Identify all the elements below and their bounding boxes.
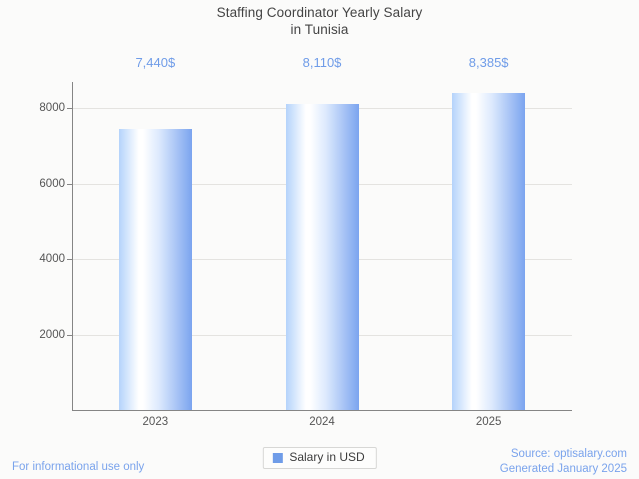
bar-2023[interactable] (118, 129, 192, 410)
source-block: Source: optisalary.com Generated January… (500, 447, 627, 476)
source-text: Source: optisalary.com (510, 448, 627, 460)
bar-2024[interactable] (285, 103, 359, 410)
legend-swatch-icon (272, 452, 283, 463)
value-label-2024: 8,110$ (302, 55, 342, 70)
chart-title: Staffing Coordinator Yearly Salary in Tu… (0, 4, 639, 38)
disclaimer-text: For informational use only (12, 461, 145, 473)
y-axis-tick-label: 8000 (39, 102, 65, 114)
x-axis-label-2025: 2025 (475, 416, 502, 428)
chart-title-line-2: in Tunisia (290, 22, 349, 37)
y-axis-tick-mark (67, 183, 72, 185)
y-axis-tick-mark (67, 334, 72, 336)
chart-title-line-1: Staffing Coordinator Yearly Salary (216, 5, 423, 20)
chart-legend[interactable]: Salary in USD (262, 447, 377, 469)
y-axis-tick-label: 4000 (39, 253, 65, 265)
x-axis-line (72, 410, 572, 411)
y-axis-tick-label: 2000 (39, 328, 65, 341)
value-label-2023: 7,440$ (135, 55, 176, 70)
x-axis-label-2024: 2024 (309, 416, 335, 428)
y-axis-tick-mark (67, 259, 72, 260)
y-axis-tick-mark (67, 108, 72, 109)
y-axis-tick-label: 6000 (39, 177, 65, 190)
y-axis-line (72, 82, 73, 411)
bar-2025[interactable] (452, 93, 526, 410)
legend-label: Salary in USD (289, 450, 365, 464)
x-axis-label-2023: 2023 (142, 416, 169, 428)
value-label-2025: 8,385$ (468, 55, 509, 70)
generated-text: Generated January 2025 (499, 462, 627, 475)
